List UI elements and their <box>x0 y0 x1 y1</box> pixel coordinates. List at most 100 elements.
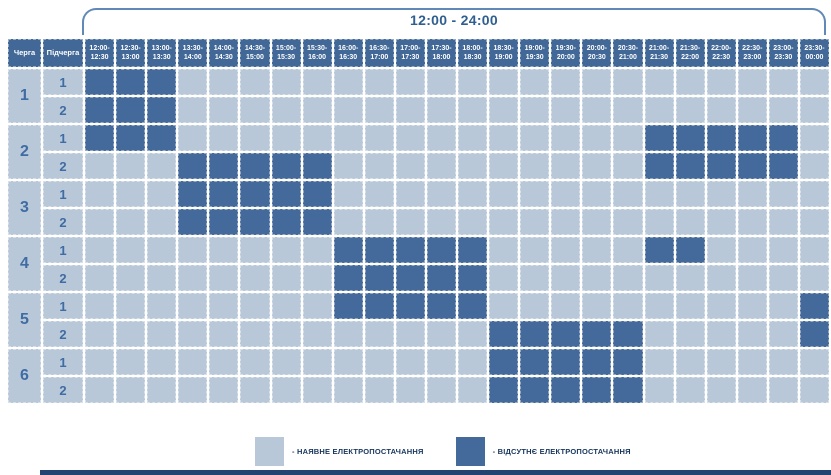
outage-cell <box>240 181 270 207</box>
available-cell <box>178 293 208 319</box>
time-slot-header: 18:30- 19:00 <box>489 39 519 67</box>
outage-cell <box>551 377 581 403</box>
time-slot-header: 14:30- 15:00 <box>240 39 270 67</box>
available-cell <box>395 321 425 347</box>
available-cell <box>489 237 519 263</box>
available-cell <box>302 349 332 375</box>
available-cell <box>458 349 488 375</box>
subqueue-label: 1 <box>43 69 83 95</box>
available-cell <box>644 181 674 207</box>
available-cell <box>209 293 239 319</box>
outage-cell <box>364 237 394 263</box>
available-cell <box>116 209 146 235</box>
available-cell <box>302 293 332 319</box>
available-cell <box>147 349 177 375</box>
available-cell <box>302 377 332 403</box>
available-cell <box>644 377 674 403</box>
available-cell <box>613 237 643 263</box>
outage-cell <box>240 209 270 235</box>
time-slot-header: 20:00- 20:30 <box>582 39 612 67</box>
available-cell <box>364 69 394 95</box>
outage-cell <box>706 125 736 151</box>
available-cell <box>489 209 519 235</box>
available-cell <box>147 209 177 235</box>
available-cell <box>426 69 456 95</box>
available-cell <box>737 349 767 375</box>
time-span-label: 12:00 - 24:00 <box>410 12 498 28</box>
available-cell <box>147 377 177 403</box>
available-cell <box>333 69 363 95</box>
available-cell <box>520 125 550 151</box>
outage-cell <box>582 377 612 403</box>
available-cell <box>458 69 488 95</box>
outage-cell <box>116 69 146 95</box>
available-cell <box>364 153 394 179</box>
available-cell <box>520 97 550 123</box>
available-cell <box>768 377 798 403</box>
available-cell <box>582 265 612 291</box>
subqueue-label: 2 <box>43 321 83 347</box>
available-cell <box>426 125 456 151</box>
subqueue-label: 2 <box>43 265 83 291</box>
available-cell <box>209 237 239 263</box>
available-cell <box>458 321 488 347</box>
available-cell <box>706 349 736 375</box>
available-cell <box>271 321 301 347</box>
available-cell <box>458 181 488 207</box>
available-cell <box>551 125 581 151</box>
available-cell <box>302 97 332 123</box>
available-cell <box>147 321 177 347</box>
available-cell <box>271 293 301 319</box>
outage-cell <box>520 321 550 347</box>
available-cell <box>582 97 612 123</box>
available-cell <box>240 237 270 263</box>
outage-cell <box>458 265 488 291</box>
queue-label: 6 <box>8 349 41 403</box>
subqueue-label: 1 <box>43 181 83 207</box>
outage-cell <box>426 265 456 291</box>
available-cell <box>582 125 612 151</box>
available-cell <box>395 69 425 95</box>
available-cell <box>333 181 363 207</box>
legend-label-available: - НАЯВНЕ ЕЛЕКТРОПОСТАЧАННЯ <box>292 447 424 456</box>
available-cell <box>799 181 829 207</box>
outage-swatch <box>455 437 485 466</box>
available-cell <box>582 153 612 179</box>
available-cell <box>551 181 581 207</box>
available-cell <box>520 209 550 235</box>
outage-cell <box>551 321 581 347</box>
available-cell <box>85 237 115 263</box>
available-cell <box>737 237 767 263</box>
available-cell <box>675 293 705 319</box>
available-cell <box>426 349 456 375</box>
available-cell <box>395 349 425 375</box>
outage-cell <box>799 321 829 347</box>
subqueue-label: 2 <box>43 377 83 403</box>
available-cell <box>551 265 581 291</box>
available-cell <box>147 293 177 319</box>
legend-item-available: - НАЯВНЕ ЕЛЕКТРОПОСТАЧАННЯ <box>255 437 424 466</box>
subqueue-label: 2 <box>43 153 83 179</box>
outage-cell <box>395 265 425 291</box>
available-cell <box>737 97 767 123</box>
footer-bar <box>40 470 831 475</box>
available-cell <box>395 209 425 235</box>
time-slot-header: 12:30- 13:00 <box>116 39 146 67</box>
time-slot-header: 21:00- 21:30 <box>644 39 674 67</box>
available-cell <box>613 293 643 319</box>
available-cell <box>489 153 519 179</box>
available-cell <box>364 181 394 207</box>
available-cell <box>147 237 177 263</box>
available-cell <box>768 69 798 95</box>
available-cell <box>737 265 767 291</box>
outage-cell <box>395 237 425 263</box>
outage-cell <box>675 153 705 179</box>
available-cell <box>582 209 612 235</box>
time-slot-header: 22:00- 22:30 <box>706 39 736 67</box>
available-cell <box>644 349 674 375</box>
available-cell <box>458 153 488 179</box>
available-cell <box>551 153 581 179</box>
available-cell <box>675 181 705 207</box>
time-slot-header: 14:00- 14:30 <box>209 39 239 67</box>
available-cell <box>458 209 488 235</box>
